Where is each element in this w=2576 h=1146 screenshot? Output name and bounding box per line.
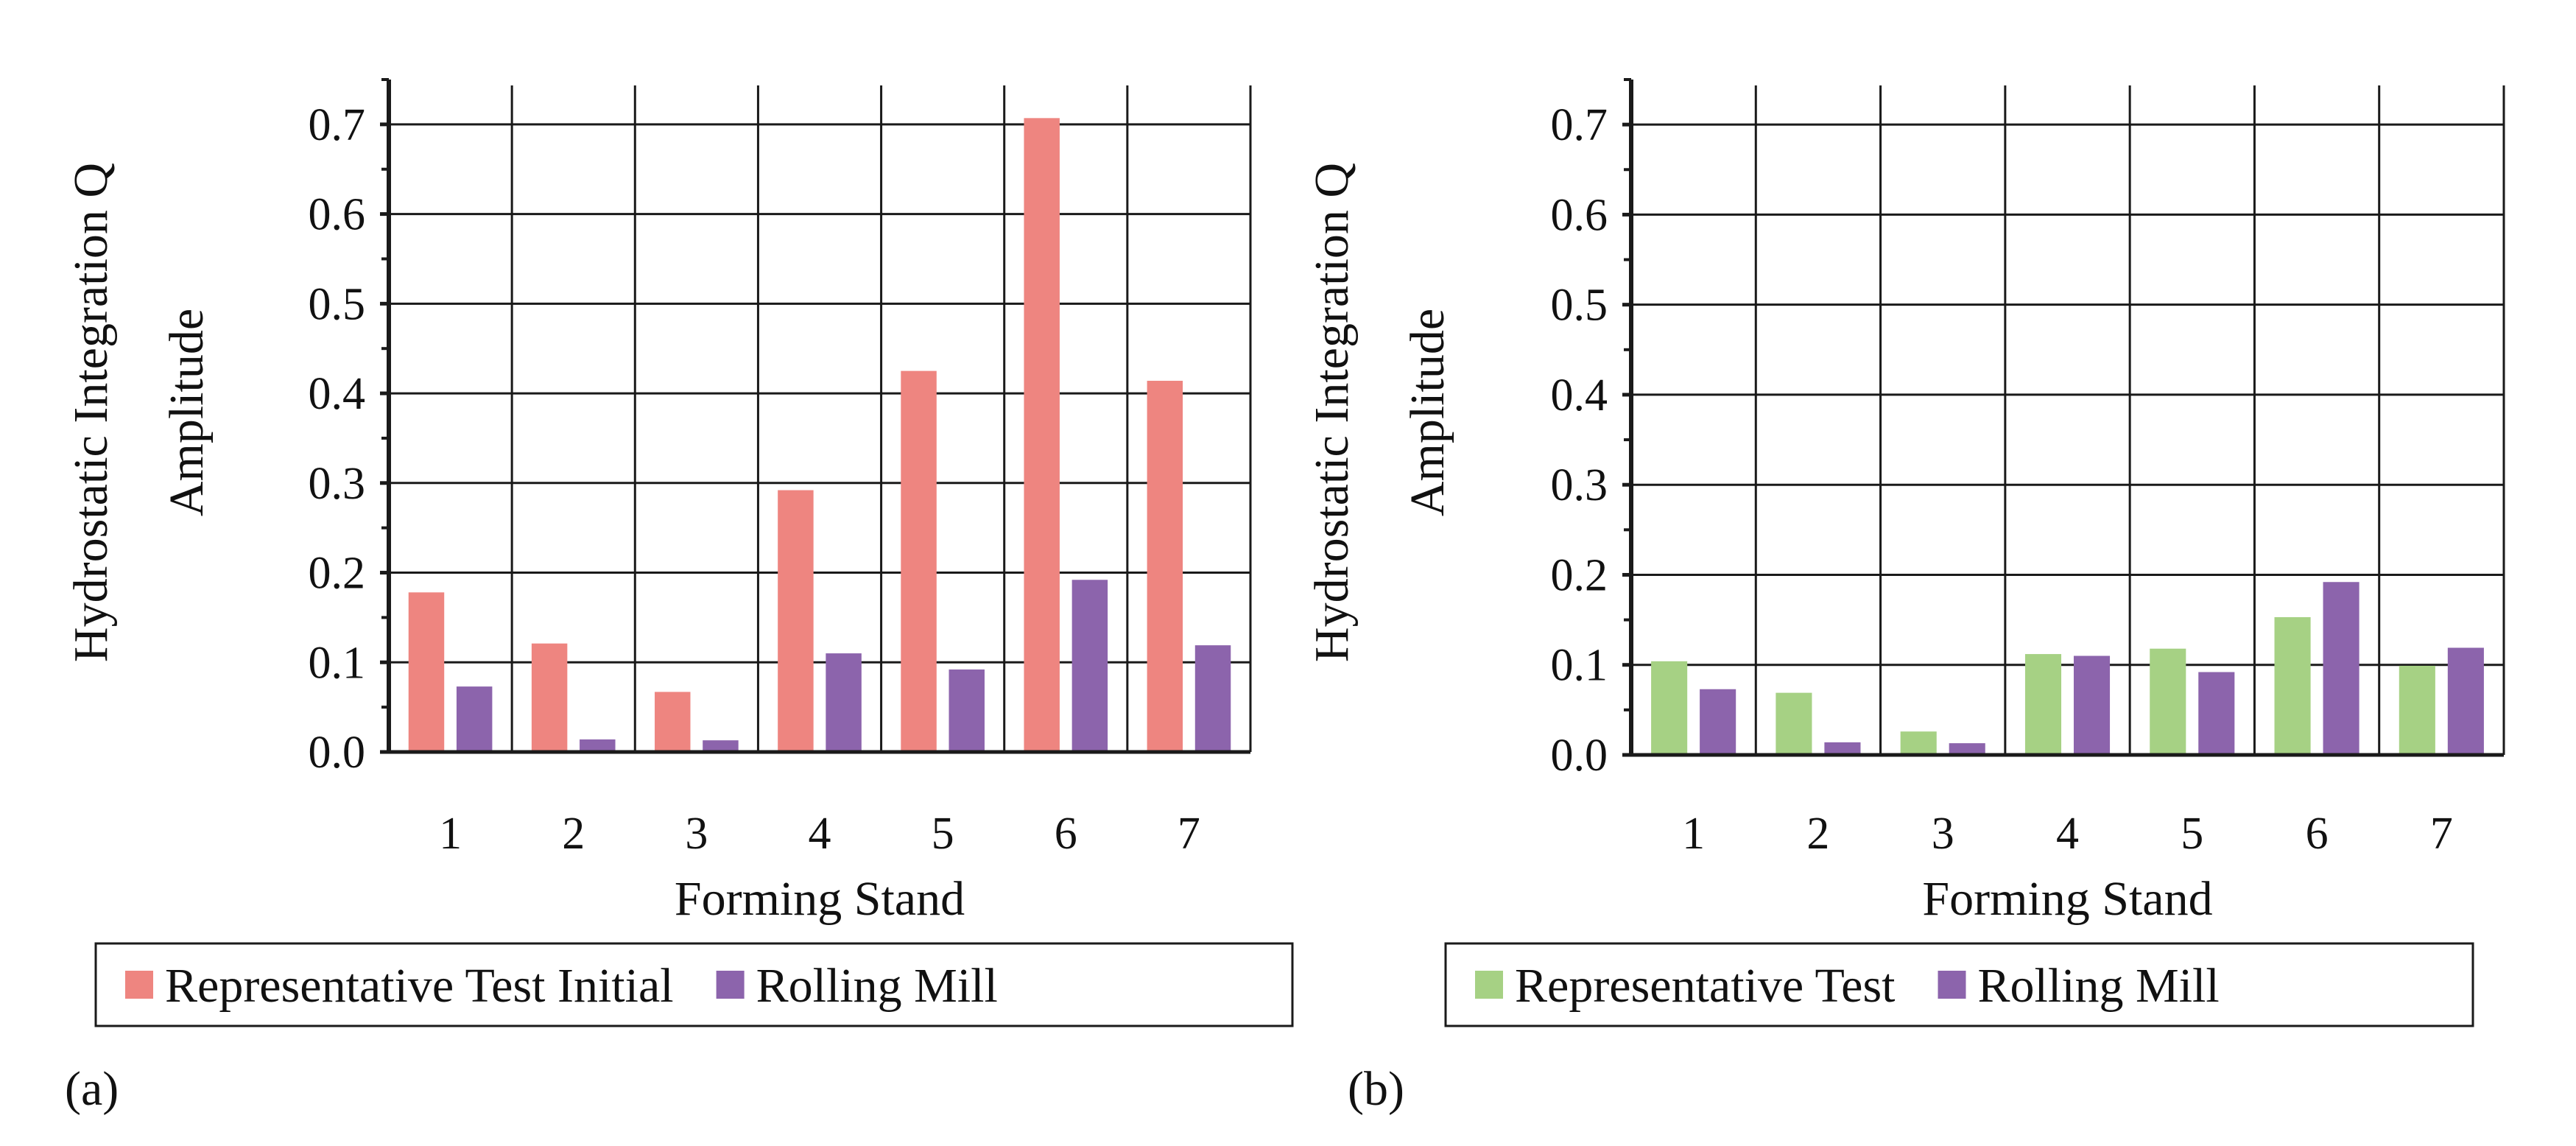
bar-series-2-stand-7 — [2447, 647, 2484, 755]
x-tick-label: 5 — [932, 809, 954, 859]
bar-series-1-stand-7 — [1147, 381, 1183, 752]
legend-box — [94, 942, 1294, 1027]
legend-label-2: Rolling Mill — [756, 959, 998, 1013]
y-tick-label: 0.5 — [1551, 281, 1608, 331]
bar-series-2-stand-4 — [826, 653, 862, 752]
bar-series-2-stand-6 — [1071, 580, 1108, 752]
bar-series-1-stand-4 — [2024, 654, 2062, 755]
bar-series-2-stand-2 — [1824, 742, 1861, 755]
bar-series-2-stand-5 — [2198, 672, 2235, 755]
x-tick-label: 3 — [1932, 809, 1954, 859]
y-tick-label: 0.3 — [1551, 460, 1608, 510]
x-tick-label: 7 — [2430, 809, 2453, 859]
y-tick-label: 0.1 — [1551, 641, 1608, 691]
x-tick-label: 7 — [1178, 809, 1200, 859]
bar-series-1-stand-5 — [901, 370, 937, 753]
x-tick-label: 3 — [685, 809, 708, 859]
x-tick-label: 4 — [2056, 809, 2079, 859]
y-axis-label-line-2: Amplitude — [160, 309, 214, 516]
y-axis-label-line-2: Amplitude — [1401, 309, 1454, 516]
bar-series-1-stand-6 — [2274, 616, 2311, 755]
y-tick-label: 0.4 — [1551, 370, 1608, 421]
legend: Representative Test Rolling Mill — [1444, 942, 2474, 1027]
x-tick-label: 2 — [562, 809, 585, 859]
x-axis-label: Forming Stand — [1922, 872, 2212, 926]
legend-swatch-1 — [1475, 971, 1503, 999]
y-axis-label-line-1: Hydrostatic Integration Q — [1305, 163, 1359, 662]
bar-series-1-stand-1 — [1651, 661, 1688, 755]
legend-label-1: Representative Test Initial — [165, 959, 674, 1013]
y-tick-label: 0.0 — [1551, 731, 1608, 781]
bar-series-1-stand-2 — [1776, 692, 1812, 755]
y-tick-label: 0.3 — [309, 459, 366, 509]
x-tick-label: 2 — [1806, 809, 1829, 859]
y-tick-label: 0.0 — [309, 728, 366, 778]
x-tick-label: 5 — [2181, 809, 2203, 859]
bar-series-1-stand-1 — [408, 592, 445, 752]
x-tick-label: 6 — [1055, 809, 1077, 859]
x-tick-label: 1 — [1682, 809, 1705, 859]
panel-label: (a) — [65, 1062, 119, 1116]
bar-series-2-stand-3 — [1949, 743, 1985, 755]
bar-series-1-stand-4 — [778, 490, 814, 752]
bar-series-1-stand-3 — [1900, 731, 1937, 755]
legend: Representative Test Initial Rolling Mill — [94, 942, 1294, 1027]
x-tick-label: 1 — [439, 809, 462, 859]
bar-series-1-stand-7 — [2399, 665, 2435, 755]
bar-series-2-stand-2 — [580, 739, 616, 752]
bar-series-2-stand-5 — [949, 669, 985, 752]
bar-series-1-stand-5 — [2150, 648, 2186, 755]
bar-series-2-stand-4 — [2073, 655, 2111, 755]
bar-series-1-stand-2 — [531, 643, 568, 752]
y-tick-label: 0.5 — [309, 279, 366, 329]
y-tick-label: 0.6 — [309, 190, 366, 240]
y-tick-label: 0.2 — [1551, 550, 1608, 600]
x-axis-label: Forming Stand — [675, 872, 965, 926]
panel-label: (b) — [1348, 1062, 1404, 1116]
legend-swatch-1 — [125, 971, 153, 999]
y-tick-label: 0.7 — [1551, 100, 1608, 150]
y-axis-label-line-1: Hydrostatic Integration Q — [64, 163, 118, 662]
bar-series-2-stand-6 — [2323, 582, 2359, 755]
y-tick-label: 0.4 — [309, 369, 366, 419]
y-tick-label: 0.7 — [309, 100, 366, 150]
y-tick-label: 0.6 — [1551, 190, 1608, 240]
chart-panel-2: 0.0 0.1 0.2 0.3 0.4 0.5 0.6 0.7 1 2 3 4 5 6 7 Forming S… — [1305, 78, 2505, 1116]
bar-series-1-stand-3 — [655, 692, 691, 752]
bar-series-2-stand-1 — [1700, 689, 1736, 755]
y-tick-label: 0.1 — [309, 638, 366, 688]
x-tick-label: 6 — [2306, 809, 2329, 859]
x-tick-label: 4 — [809, 809, 831, 859]
legend-swatch-2 — [1938, 971, 1966, 999]
bar-series-1-stand-6 — [1024, 118, 1060, 752]
legend-label-1: Representative Test — [1515, 959, 1896, 1013]
chart-panel-1: 0.0 0.1 0.2 0.3 0.4 0.5 0.6 0.7 1 2 3 4 5 6 7 Forming S… — [64, 78, 1294, 1116]
y-tick-label: 0.2 — [309, 549, 366, 599]
legend-label-2: Rolling Mill — [1978, 959, 2220, 1013]
bar-series-2-stand-1 — [456, 686, 493, 752]
bar-series-2-stand-3 — [703, 740, 739, 752]
bar-series-2-stand-7 — [1194, 645, 1231, 752]
legend-swatch-2 — [716, 971, 745, 999]
